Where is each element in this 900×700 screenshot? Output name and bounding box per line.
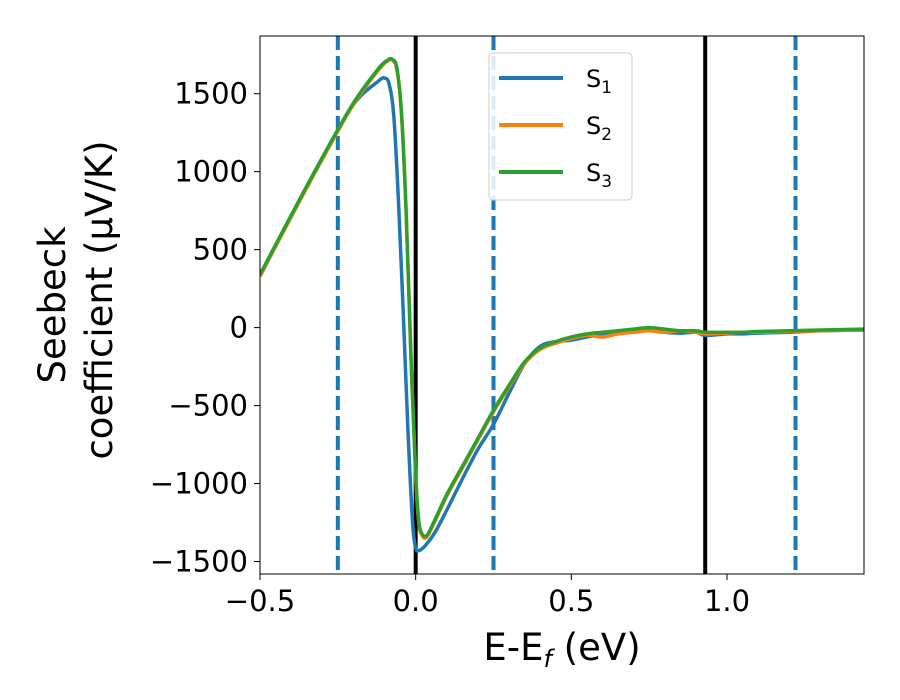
x-axis-title-main: E-E [483, 626, 543, 669]
plot-frame [259, 35, 865, 575]
y-tick-label: −1500 [150, 545, 248, 579]
legend-label-name: S [586, 112, 601, 140]
y-tick-label: 1500 [174, 77, 248, 111]
legend-label-s2: S2 [586, 112, 612, 145]
y-tick-label: 500 [193, 233, 248, 267]
y-tick-label: 1000 [174, 155, 248, 189]
legend-label-name: S [586, 65, 601, 93]
x-axis-title: E-Ef (eV) [483, 626, 640, 673]
legend-label-name: S [586, 159, 601, 187]
x-tick-label: 0.0 [393, 584, 439, 618]
x-tick-label: 1.0 [704, 584, 750, 618]
legend-label-subscript: 3 [601, 172, 612, 192]
y-axis-title-line2: coefficient (μV/K) [78, 140, 121, 459]
x-tick-label: 0.5 [548, 584, 594, 618]
legend-label-s3: S3 [586, 159, 612, 192]
legend-label-subscript: 2 [601, 125, 612, 145]
series-line-s3 [260, 56, 864, 539]
legend-label-subscript: 1 [601, 78, 612, 98]
y-tick-label: 0 [230, 311, 248, 345]
x-axis-title-unit: (eV) [552, 626, 641, 669]
x-tick-label: −0.5 [225, 584, 295, 618]
y-axis-title-line1: Seebeck [31, 226, 74, 384]
y-tick-label: −1000 [150, 467, 248, 501]
legend-label-s1: S1 [586, 65, 612, 98]
y-tick-label: −500 [168, 389, 248, 423]
